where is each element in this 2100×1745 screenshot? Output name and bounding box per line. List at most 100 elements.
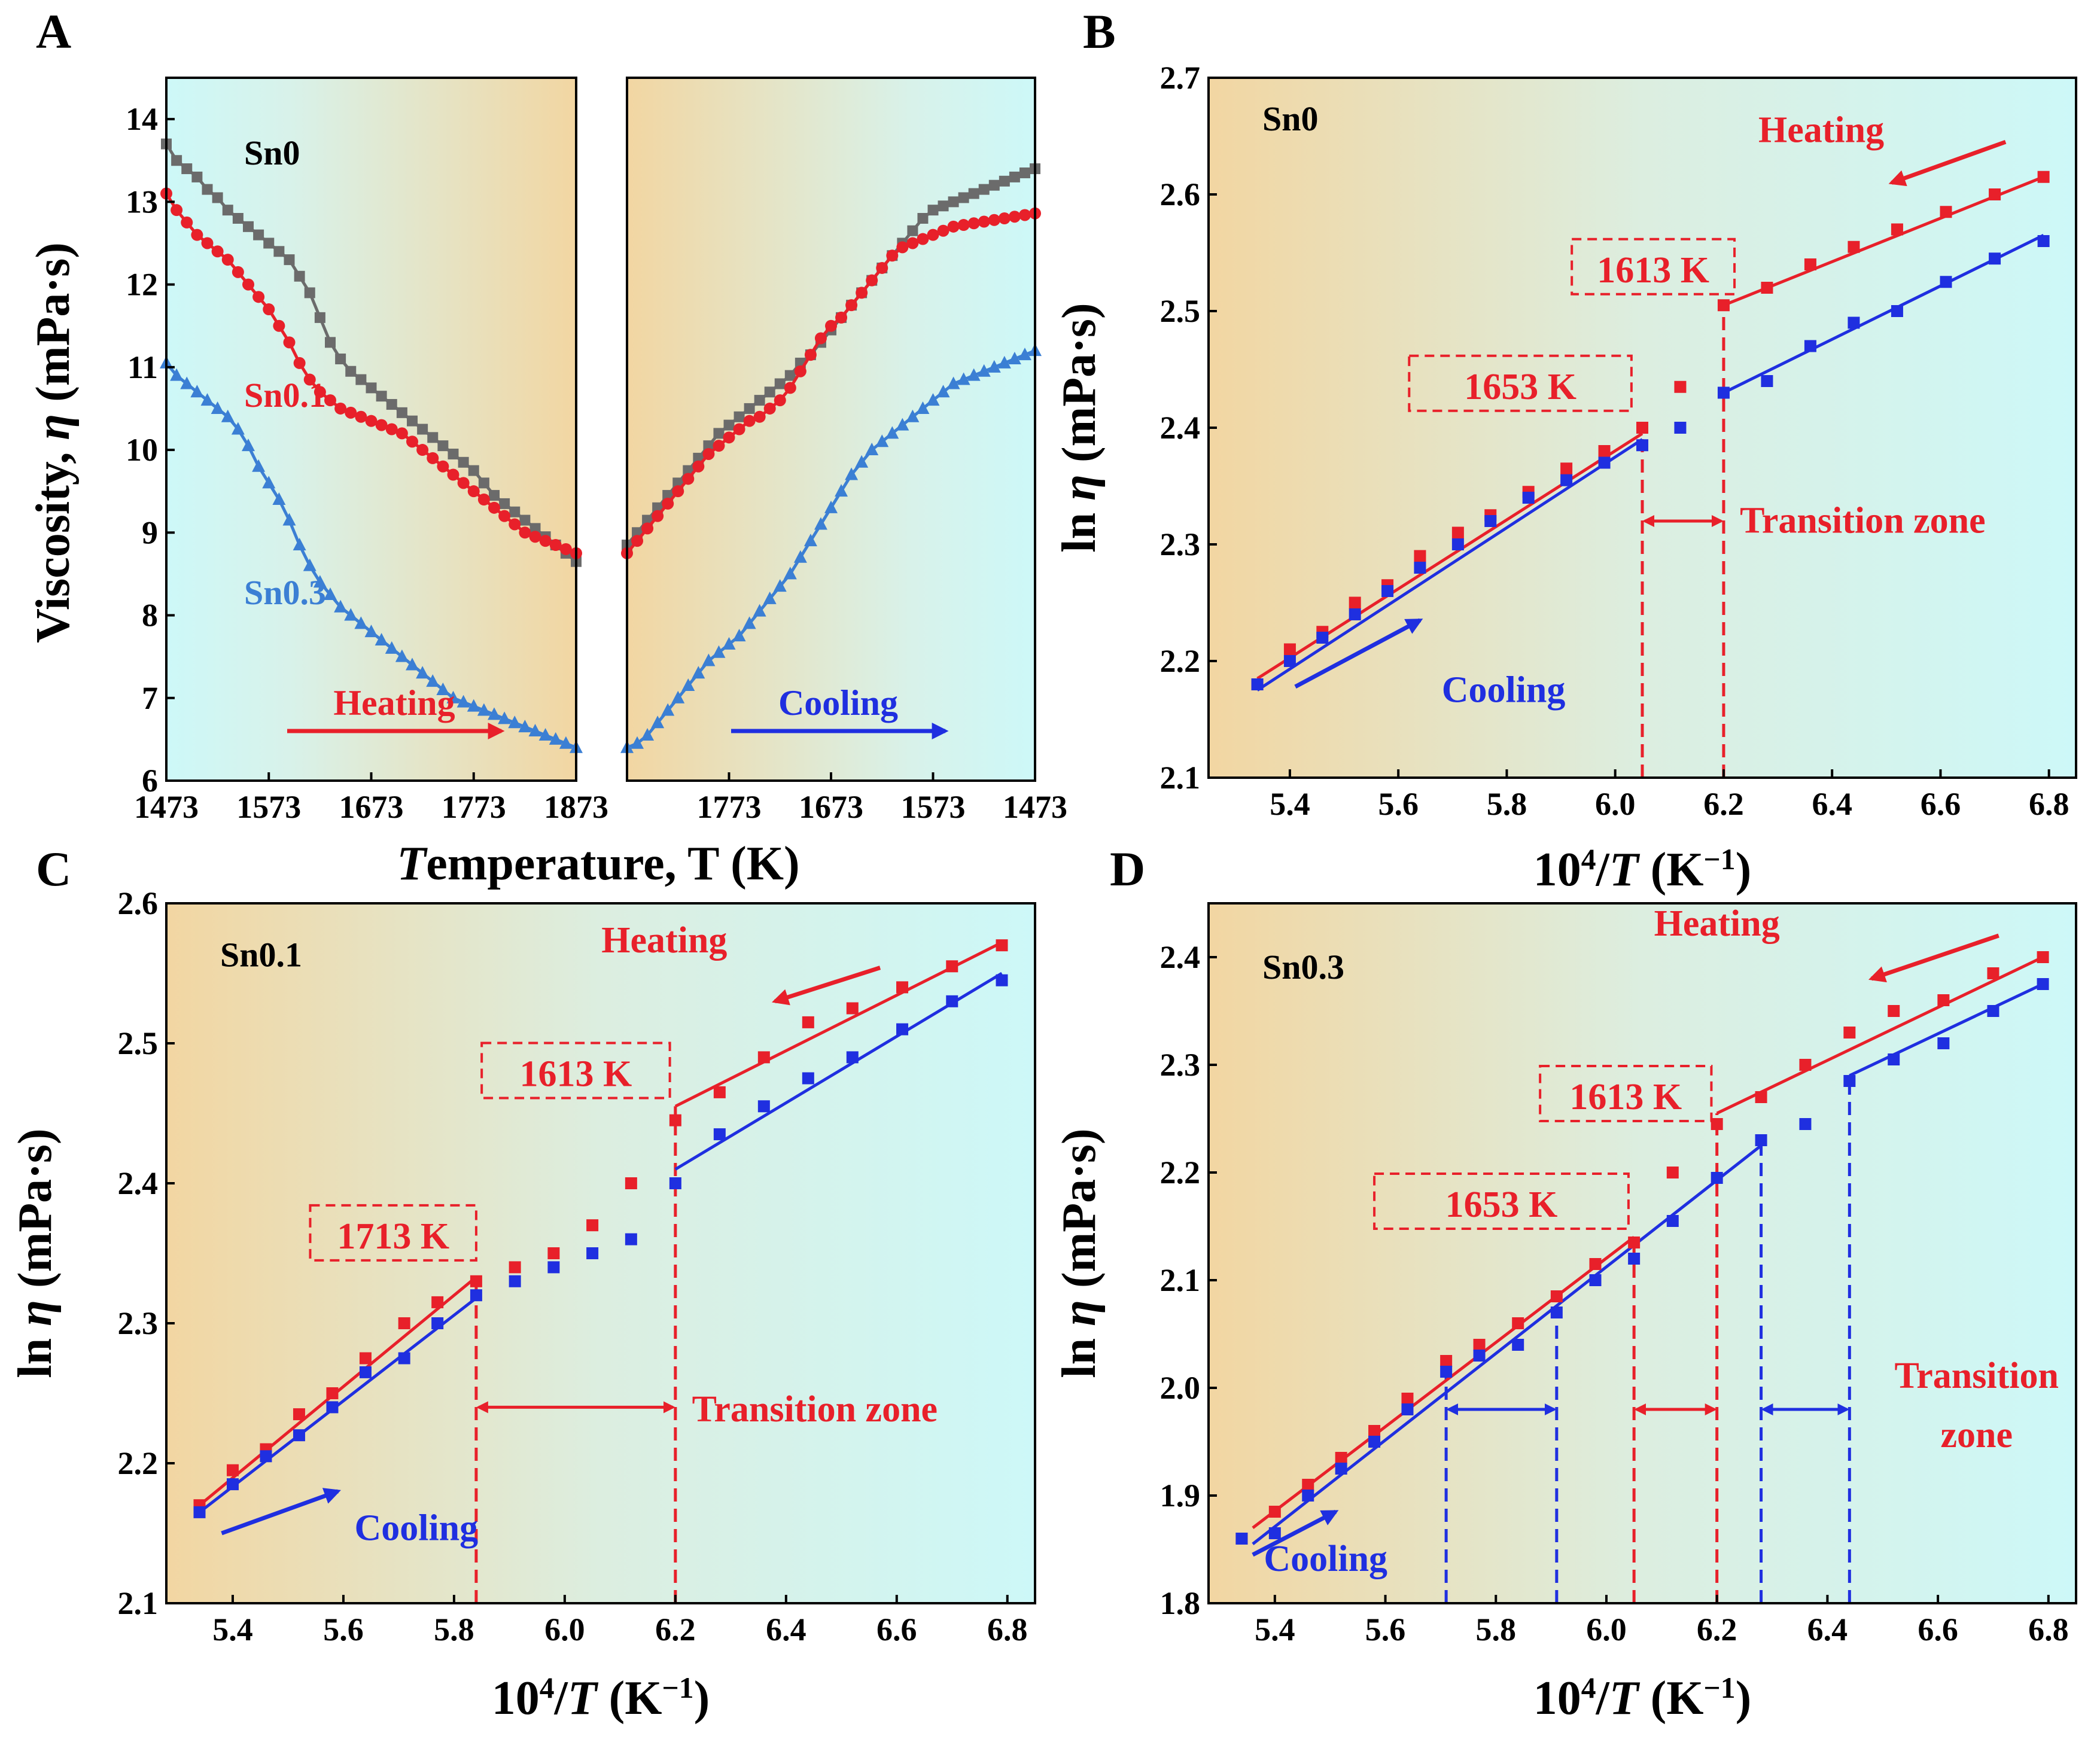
panel-d-ytick-label-6: 2.4 bbox=[1160, 939, 1201, 975]
panel-b-cooling-point-5 bbox=[1414, 562, 1426, 574]
panel-c-temp-box-1 bbox=[309, 1204, 477, 1262]
panel-c-sn0.1-arrhenius-chart: 1613 K 1713 K 5.4 5.6 5.8 6.0 6.2 6.4 6.6 6.8 2.1 2… bbox=[9, 885, 1036, 1725]
panel-c-heating-point-10 bbox=[547, 1247, 560, 1259]
panel-a-heating-Sn0.3-point-25 bbox=[416, 666, 430, 679]
panel-d-xlabel-part-6: ) bbox=[1736, 1672, 1752, 1725]
panel-a-heating-background bbox=[166, 78, 576, 781]
panel-a-heating-Sn0.1-point-11 bbox=[273, 319, 285, 332]
panel-a-heating-Sn0.3-point-24 bbox=[406, 657, 419, 671]
panel-b-xlabel-part-5: −1 bbox=[1704, 843, 1736, 876]
panel-a-series-label-2: Sn0.3 bbox=[244, 573, 326, 612]
panel-b-temp-label-0: 1653 K bbox=[1464, 367, 1576, 407]
panel-a-cooling-Sn0.3-point-39 bbox=[1018, 348, 1031, 361]
panel-a-heating-Sn0-point-1 bbox=[171, 155, 182, 166]
panel-d-cooling-point-0 bbox=[1235, 1533, 1248, 1545]
panel-a-heating-Sn0.1-point-18 bbox=[345, 406, 357, 419]
panel-b-zone-label: Transition zone bbox=[1740, 501, 1985, 541]
panel-c-ytick-label-1: 2.2 bbox=[118, 1445, 159, 1481]
panel-d-ytick-label-3: 2.1 bbox=[1160, 1262, 1201, 1298]
panel-a-cooling-Sn0.1-point-35 bbox=[978, 215, 990, 228]
panel-b-cooling-point-4 bbox=[1381, 585, 1394, 597]
panel-d-cooling-point-9 bbox=[1550, 1307, 1563, 1318]
panel-d-heating-point-5 bbox=[1401, 1393, 1414, 1405]
panel-d-ytick-label-2: 2.0 bbox=[1160, 1370, 1201, 1406]
panel-c-ylabel: ln η (mPa·s) bbox=[9, 1128, 62, 1378]
panel-a-xlabel: Temperature, T (K) bbox=[397, 838, 799, 890]
panel-a-ytick-label-6: 12 bbox=[126, 267, 158, 303]
panel-a-cooling-Sn0.1-point-20 bbox=[825, 319, 837, 332]
panel-a-cooling-Sn0-point-33 bbox=[958, 192, 969, 203]
panel-a-heating-Sn0-point-20 bbox=[366, 382, 377, 394]
panel-c-ylabel-part-1: η bbox=[9, 1300, 62, 1326]
panel-a-cooling-Sn0.3-point-2 bbox=[641, 727, 655, 741]
panel-a-heating-Sn0-point-29 bbox=[458, 456, 469, 468]
panel-a-heating-Sn0-point-16 bbox=[325, 337, 336, 348]
panel-a-cooling-Sn0.3-point-31 bbox=[936, 385, 950, 398]
panel-d-heating-point-1 bbox=[1268, 1506, 1281, 1518]
panel-d-xlabel-part-0: 10 bbox=[1533, 1672, 1581, 1725]
panel-c-xlabel-part-2: / bbox=[554, 1672, 569, 1725]
panel-a-heating-Sn0-point-6 bbox=[222, 205, 233, 216]
panel-a-ytick-label-1: 7 bbox=[142, 680, 158, 716]
panel-d-heating-point-9 bbox=[1550, 1290, 1563, 1302]
panel-a-ytick-label-5: 11 bbox=[127, 349, 158, 385]
panel-a-heating-Sn0-point-7 bbox=[232, 213, 244, 224]
panel-a-cooling-Sn0.1-point-21 bbox=[835, 311, 848, 324]
panel-d-heating-point-3 bbox=[1335, 1452, 1347, 1464]
panel-a-heating-Sn0-point-32 bbox=[489, 490, 500, 501]
panel-c-heating-point-19 bbox=[946, 960, 958, 973]
panel-a-cooling-Sn0.1-point-33 bbox=[957, 219, 970, 232]
panel-a-cooling-Sn0-point-29 bbox=[917, 213, 929, 224]
panel-d-cooling-point-19 bbox=[1987, 1005, 1999, 1017]
panel-a-heating-Sn0.3-point-26 bbox=[426, 674, 440, 687]
panel-a-cooling-Sn0.1-point-27 bbox=[896, 241, 909, 254]
panel-b-temp-box-1 bbox=[1571, 237, 1736, 296]
panel-b-cooling-point-15 bbox=[1804, 340, 1816, 352]
panel-c-xlabel-part-4: (K bbox=[597, 1672, 662, 1725]
panel-a-heating-Sn0.3-point-37 bbox=[538, 727, 552, 741]
panel-a-heating-Sn0.1-point-32 bbox=[488, 501, 500, 514]
panel-c-heating-point-13 bbox=[669, 1114, 681, 1126]
panel-a-cooling-Sn0-point-35 bbox=[978, 184, 990, 195]
panel-label-d: D bbox=[1110, 842, 1145, 896]
panel-c-cooling-point-9 bbox=[509, 1275, 521, 1287]
panel-d-zone-label-1: Transition bbox=[1895, 1356, 2059, 1396]
panel-d-heating-point-13 bbox=[1711, 1118, 1723, 1130]
panel-a-heating-Sn0-point-27 bbox=[437, 440, 449, 452]
panel-a-heating-Sn0.1-point-17 bbox=[334, 402, 347, 415]
panel-a-cooling-Sn0.3-point-3 bbox=[651, 715, 665, 729]
panel-c-xlabel-part-3: T bbox=[568, 1672, 599, 1725]
panel-c-heating-point-3 bbox=[293, 1408, 305, 1421]
panel-a-heating-Sn0.3-point-27 bbox=[436, 682, 450, 695]
panel-a-heating-Sn0.3-point-15 bbox=[313, 575, 327, 588]
panel-a-heating-Sn0.1-point-10 bbox=[263, 303, 275, 316]
panel-b-ylabel-part-2: (mPa·s) bbox=[1053, 303, 1106, 474]
panel-a-heating-Sn0.3-point-18 bbox=[344, 608, 358, 621]
panel-b-xtick-label-0: 5.4 bbox=[1270, 786, 1310, 822]
panel-a-heating-Sn0-point-23 bbox=[396, 407, 407, 418]
panel-d-ytick-label-1: 1.9 bbox=[1160, 1478, 1201, 1513]
panel-a-cooling-xtick-label-1: 1673 bbox=[799, 789, 863, 825]
panel-a-cooling-xtick-label-2: 1573 bbox=[901, 789, 966, 825]
panel-a-heating-Sn0.1-point-9 bbox=[252, 291, 265, 303]
panel-d-heating-point-2 bbox=[1302, 1479, 1314, 1491]
panel-a-heating-Sn0-point-33 bbox=[499, 498, 510, 509]
panel-c-cooling-point-11 bbox=[586, 1247, 599, 1259]
panel-a-heating-Sn0.3-point-35 bbox=[518, 720, 532, 733]
panel-a-cooling-Sn0-point-31 bbox=[938, 200, 949, 212]
panel-a-heating-Sn0.1-point-15 bbox=[314, 386, 326, 398]
panel-d-fit-line-3 bbox=[1849, 982, 2044, 1077]
panel-a-heating-Sn0.1-point-14 bbox=[303, 373, 316, 386]
panel-a-heating-xtick-label-4: 1873 bbox=[544, 789, 608, 825]
panel-b-heating-point-10 bbox=[1598, 445, 1611, 457]
panel-c-xtick-label-3: 6.0 bbox=[544, 1612, 585, 1647]
panel-d-heating-point-7 bbox=[1473, 1339, 1486, 1351]
panel-a-cooling-Sn0.1-point-18 bbox=[804, 349, 817, 361]
panel-a-heating-Sn0-point-2 bbox=[181, 163, 193, 175]
panel-d-cooling-point-18 bbox=[1937, 1037, 1950, 1049]
panel-d-cooling-point-13 bbox=[1711, 1172, 1723, 1184]
panel-d-sample-label: Sn0.3 bbox=[1262, 948, 1344, 986]
panel-a-cooling-Sn0.3-point-9 bbox=[712, 645, 726, 658]
panel-b-xlabel-part-6: ) bbox=[1736, 843, 1752, 896]
